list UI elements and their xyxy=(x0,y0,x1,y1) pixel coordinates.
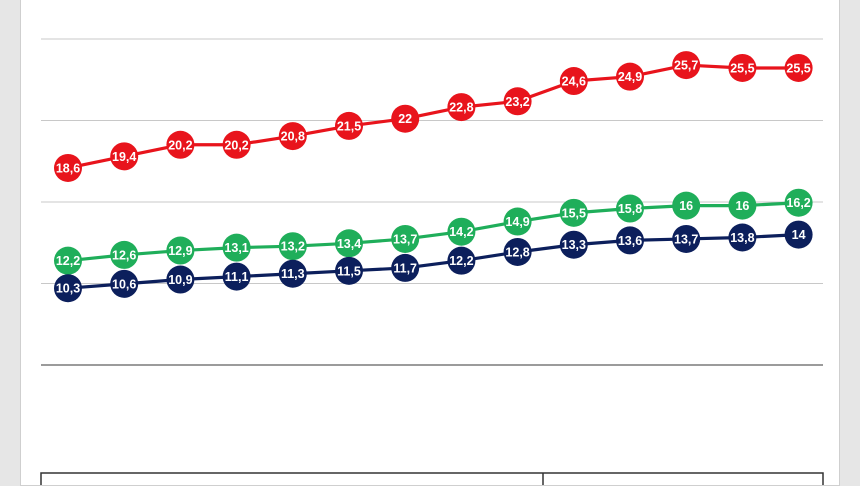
data-point xyxy=(335,111,363,140)
data-label: 25,5 xyxy=(786,61,810,75)
data-label: 25,7 xyxy=(674,59,698,73)
data-point xyxy=(559,67,588,96)
data-label: 23,2 xyxy=(505,95,529,109)
data-point xyxy=(559,230,588,259)
data-label: 13,8 xyxy=(730,231,754,245)
series-1: 18,6 19,4 20,2 20,2 20,8 21,5 22 22,8 23,2 24,6 24… xyxy=(54,51,813,182)
data-point xyxy=(166,236,195,265)
data-point xyxy=(391,104,420,133)
data-point xyxy=(503,87,532,116)
data-point xyxy=(166,130,195,159)
data-label: 11,5 xyxy=(337,264,361,278)
data-point xyxy=(54,274,82,303)
series-group: 18,6 19,4 20,2 20,2 20,8 21,5 22 22,8 23,2 24,6 24… xyxy=(54,51,813,303)
data-label: 19,4 xyxy=(112,150,136,164)
data-point xyxy=(728,53,757,82)
data-label: 10,3 xyxy=(56,282,80,296)
data-label: 12,2 xyxy=(56,254,80,268)
chart-frame: 18,6 19,4 20,2 20,2 20,8 21,5 22 22,8 23,2 24,6 24… xyxy=(20,0,840,486)
data-point xyxy=(672,224,701,253)
data-label: 22,8 xyxy=(449,101,473,115)
legend-box xyxy=(40,472,824,485)
data-point xyxy=(391,253,420,282)
data-label: 20,8 xyxy=(281,130,305,144)
data-point xyxy=(110,142,139,171)
data-label: 15,8 xyxy=(618,202,642,216)
data-label: 16,2 xyxy=(786,196,810,210)
data-point xyxy=(278,122,307,151)
data-point xyxy=(616,62,644,91)
data-label: 20,2 xyxy=(168,138,192,152)
data-point xyxy=(166,265,195,294)
data-point xyxy=(391,224,420,253)
data-label: 12,6 xyxy=(112,248,136,262)
data-label: 13,4 xyxy=(337,237,361,251)
data-label: 15,5 xyxy=(562,206,586,220)
line-chart: 18,6 19,4 20,2 20,2 20,8 21,5 22 22,8 23,2 24,6 24… xyxy=(40,38,824,485)
legend-frame xyxy=(40,472,824,485)
data-label: 12,8 xyxy=(505,245,529,259)
data-label: 10,9 xyxy=(168,273,192,287)
data-label: 12,9 xyxy=(168,244,192,258)
data-point xyxy=(784,220,813,249)
data-point xyxy=(110,240,139,269)
data-label: 14 xyxy=(792,228,806,242)
data-label: 13,7 xyxy=(674,232,698,246)
data-label: 21,5 xyxy=(337,119,361,133)
data-label: 12,2 xyxy=(449,254,473,268)
data-point xyxy=(335,229,363,258)
series-2: 12,2 12,6 12,9 13,1 13,2 13,4 13,7 14,2 14,9 15,5… xyxy=(54,188,813,275)
data-point xyxy=(335,256,363,285)
data-point xyxy=(447,93,476,122)
data-point xyxy=(784,188,813,217)
data-label: 16 xyxy=(679,199,693,213)
data-label: 11,7 xyxy=(393,261,417,275)
data-label: 16 xyxy=(735,199,749,213)
data-point xyxy=(616,226,644,255)
data-point xyxy=(222,233,251,262)
data-label: 10,6 xyxy=(112,277,136,291)
data-point xyxy=(54,246,82,275)
data-point xyxy=(728,223,757,252)
data-label: 13,7 xyxy=(393,232,417,246)
data-point xyxy=(503,207,532,236)
series-3: 10,3 10,6 10,9 11,1 11,3 11,5 11,7 12,2 12,8 13,3… xyxy=(54,220,813,303)
data-point xyxy=(278,232,307,261)
data-label: 22 xyxy=(398,112,412,126)
data-point xyxy=(447,246,476,275)
data-point xyxy=(728,191,757,220)
data-label: 13,1 xyxy=(224,241,248,255)
data-point xyxy=(222,130,251,159)
data-label: 14,2 xyxy=(449,225,473,239)
data-point xyxy=(672,191,701,220)
data-label: 18,6 xyxy=(56,161,80,175)
data-point xyxy=(616,194,644,223)
data-label: 24,6 xyxy=(562,75,586,89)
data-label: 14,9 xyxy=(505,215,529,229)
data-label: 11,3 xyxy=(281,267,305,281)
data-label: 20,2 xyxy=(224,138,248,152)
data-point xyxy=(110,269,139,298)
data-label: 13,2 xyxy=(281,240,305,254)
data-label: 13,6 xyxy=(618,234,642,248)
data-point xyxy=(447,217,476,246)
data-point xyxy=(503,237,532,266)
data-point xyxy=(222,262,251,291)
data-point xyxy=(559,198,588,227)
data-label: 24,9 xyxy=(618,70,642,84)
data-label: 13,3 xyxy=(562,238,586,252)
data-point xyxy=(672,51,701,80)
data-label: 11,1 xyxy=(225,270,249,284)
data-point xyxy=(784,53,813,82)
data-point xyxy=(54,153,82,182)
data-point xyxy=(278,259,307,288)
data-label: 25,5 xyxy=(730,61,754,75)
gridlines xyxy=(41,38,823,366)
